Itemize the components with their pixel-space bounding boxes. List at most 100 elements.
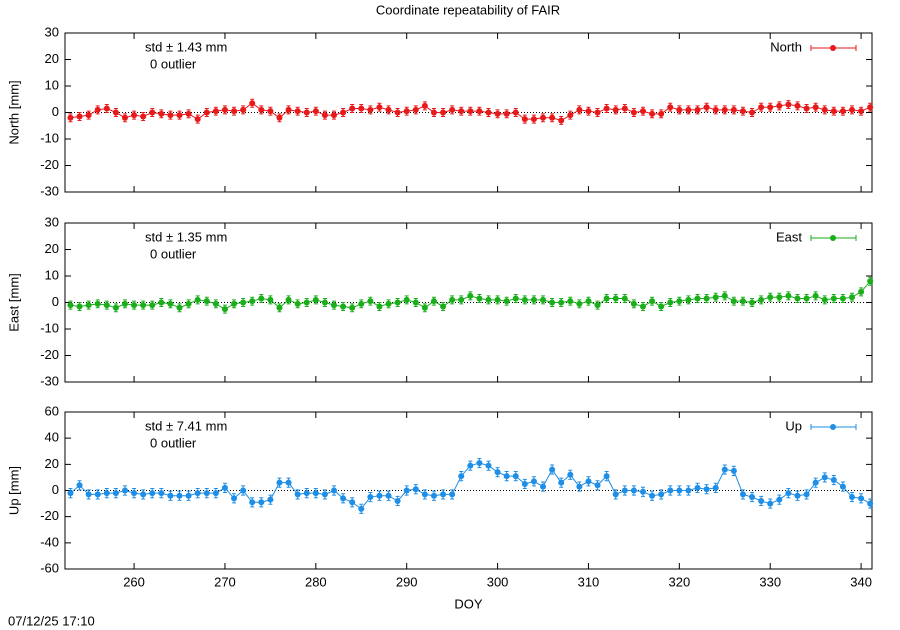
data-point [358, 105, 365, 112]
data-point [867, 104, 874, 111]
data-point [521, 116, 528, 123]
data-point [449, 491, 456, 498]
data-point [585, 108, 592, 115]
data-point [603, 105, 610, 112]
data-point [612, 491, 619, 498]
data-point [367, 298, 374, 305]
data-point [739, 108, 746, 115]
data-point [321, 112, 328, 119]
data-point [321, 299, 328, 306]
annotation: std ± 7.41 mm [145, 418, 227, 433]
data-point [476, 460, 483, 467]
data-point [149, 109, 156, 116]
data-point [94, 106, 101, 113]
data-point [185, 110, 192, 117]
y-tick-label: 20 [45, 456, 59, 471]
data-point [558, 479, 565, 486]
data-point [303, 109, 310, 116]
data-point [467, 462, 474, 469]
data-point [739, 491, 746, 498]
data-point [794, 492, 801, 499]
data-point [203, 490, 210, 497]
data-point [194, 116, 201, 123]
data-point [121, 114, 128, 121]
data-point [858, 288, 865, 295]
data-point [458, 296, 465, 303]
data-point [312, 108, 319, 115]
data-point [349, 105, 356, 112]
data-point [567, 112, 574, 119]
data-point [312, 490, 319, 497]
data-point [612, 106, 619, 113]
data-point [585, 478, 592, 485]
data-point [667, 487, 674, 494]
data-point [467, 108, 474, 115]
data-point [594, 109, 601, 116]
x-axis-label: DOY [454, 596, 483, 611]
data-point [521, 296, 528, 303]
data-point [385, 300, 392, 307]
data-point [158, 299, 165, 306]
data-point [231, 495, 238, 502]
data-point [549, 466, 556, 473]
data-point [803, 491, 810, 498]
y-tick-label: 20 [45, 241, 59, 256]
data-point [567, 471, 574, 478]
data-point [594, 482, 601, 489]
data-point [512, 473, 519, 480]
data-point [430, 298, 437, 305]
data-point [821, 474, 828, 481]
data-point [694, 295, 701, 302]
data-point [494, 469, 501, 476]
data-point [540, 483, 547, 490]
data-point [285, 296, 292, 303]
data-point [685, 296, 692, 303]
data-point [503, 298, 510, 305]
data-point [685, 487, 692, 494]
x-tick-label: 290 [396, 574, 418, 589]
data-point [512, 295, 519, 302]
data-point [367, 494, 374, 501]
data-point [558, 117, 565, 124]
data-point [249, 298, 256, 305]
data-point [776, 102, 783, 109]
data-point [630, 109, 637, 116]
data-point [331, 112, 337, 119]
data-point [649, 298, 656, 305]
data-point [403, 487, 410, 494]
y-tick-label: 10 [45, 267, 59, 282]
x-tick-label: 310 [578, 574, 600, 589]
data-point [749, 299, 756, 306]
data-point [385, 106, 392, 113]
data-point [94, 491, 101, 498]
data-point [140, 113, 147, 120]
y-tick-label: -30 [40, 373, 59, 388]
data-point [612, 295, 619, 302]
data-point [567, 298, 574, 305]
data-point [112, 304, 119, 311]
data-point [849, 294, 856, 301]
y-tick-label: 30 [45, 214, 59, 229]
data-point [449, 296, 456, 303]
data-point [603, 473, 610, 480]
data-point [67, 302, 74, 309]
y-tick-label: -40 [40, 534, 59, 549]
data-point [403, 296, 410, 303]
data-point [112, 109, 119, 116]
data-point [76, 113, 83, 120]
legend-marker [830, 235, 836, 241]
data-point [658, 303, 665, 310]
data-point [403, 108, 410, 115]
data-point [85, 302, 92, 309]
data-point [576, 106, 583, 113]
data-point [667, 104, 674, 111]
data-point [240, 106, 247, 113]
data-point [649, 110, 656, 117]
data-point [394, 109, 401, 116]
data-point [585, 298, 592, 305]
data-point [485, 296, 492, 303]
data-point [721, 466, 728, 473]
data-point [821, 106, 828, 113]
data-point [839, 108, 846, 115]
